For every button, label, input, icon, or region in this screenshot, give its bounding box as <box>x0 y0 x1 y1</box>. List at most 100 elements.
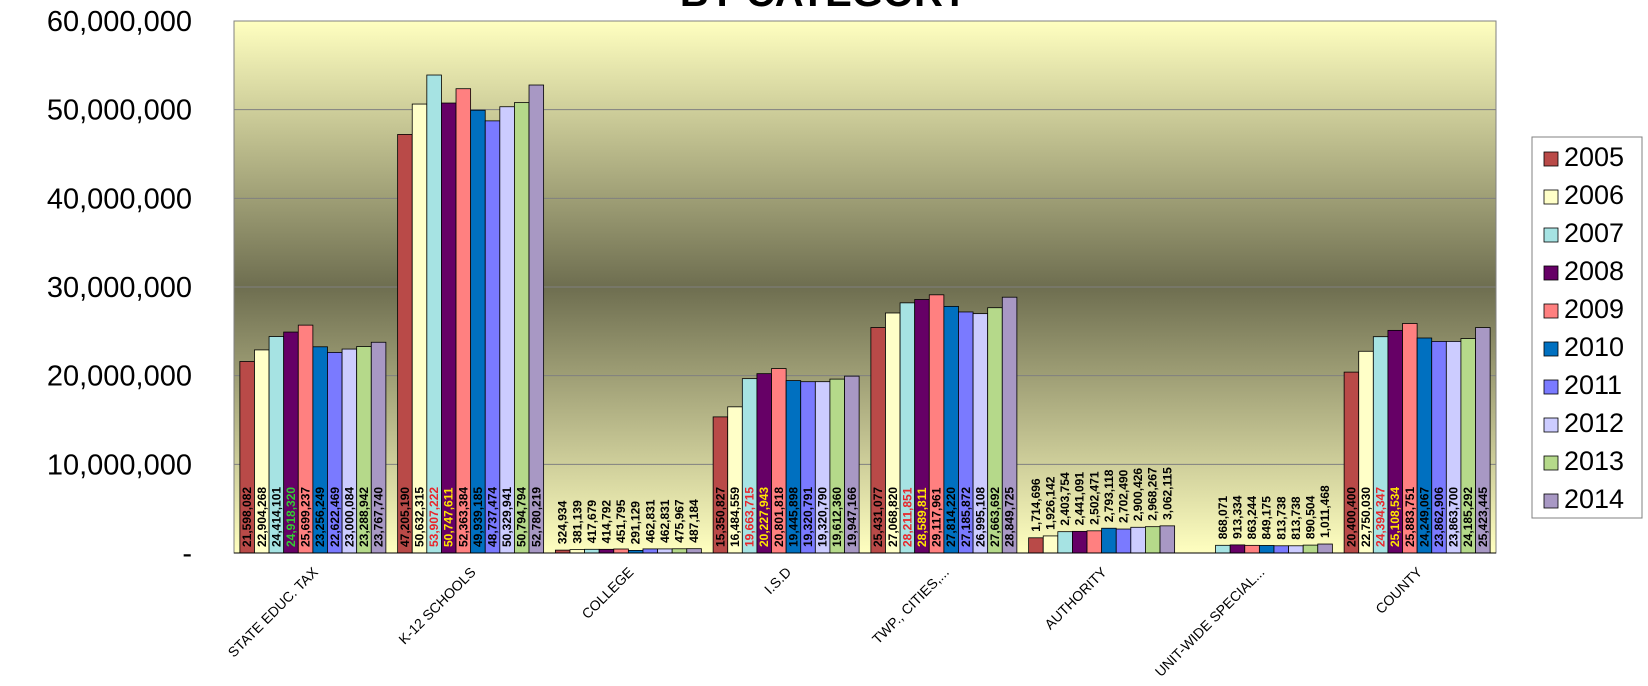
x-tick-label: AUTHORITY <box>1041 563 1110 632</box>
data-label: 50,632,315 <box>413 487 427 547</box>
bar-2006 <box>1042 535 1059 554</box>
legend-label-2009: 2009 <box>1564 294 1624 324</box>
data-label: 24,918,320 <box>284 487 298 547</box>
data-label: 27,663,692 <box>988 487 1002 547</box>
bar-2009 <box>613 548 629 554</box>
legend-swatch-2013 <box>1543 455 1559 471</box>
data-label: 24,394,347 <box>1374 487 1388 547</box>
data-label: 868,071 <box>1216 496 1230 540</box>
legend-swatch-2011 <box>1543 379 1559 395</box>
data-label: 417,679 <box>585 500 599 544</box>
legend-swatch-2007 <box>1543 227 1559 243</box>
data-label: 27,068,820 <box>886 487 900 547</box>
bar-2008 <box>441 102 457 554</box>
data-label: 25,431,077 <box>871 487 885 547</box>
legend-label-2005: 2005 <box>1564 142 1624 172</box>
bar-2014 <box>1317 543 1333 554</box>
data-label: 24,249,067 <box>1417 487 1431 547</box>
bar-2014 <box>1159 525 1176 554</box>
data-label: 381,139 <box>570 500 584 544</box>
chart-title: BY CATEGORY <box>680 0 969 15</box>
data-label: 23,863,700 <box>1447 487 1461 547</box>
bar-2012 <box>499 106 515 554</box>
data-label: 2,403,754 <box>1058 472 1072 526</box>
data-label: 291,129 <box>629 501 643 545</box>
data-label: 25,108,534 <box>1388 487 1402 547</box>
bar-2013 <box>514 102 530 554</box>
data-label: 50,747,611 <box>442 487 456 547</box>
data-label: 22,904,268 <box>255 487 269 547</box>
y-tick-label: - <box>182 538 192 570</box>
data-labels: 21,598,082 22,904,268 24,414,101 24,918,320… <box>240 467 1490 547</box>
data-label: 22,750,030 <box>1359 487 1373 547</box>
data-label: 462,831 <box>643 499 657 543</box>
data-label: 19,320,790 <box>816 487 830 547</box>
data-label: 1,714,696 <box>1029 478 1043 532</box>
data-label: 462,831 <box>658 499 672 543</box>
data-label: 19,947,166 <box>845 487 859 547</box>
y-tick-label: 40,000,000 <box>47 183 192 215</box>
legend: 2005 2006 2007 2008 2009 2010 2011 2012 2013 2014 <box>1531 136 1643 519</box>
bar-2013 <box>671 548 688 554</box>
data-label: 2,968,267 <box>1146 467 1160 521</box>
data-label: 24,185,292 <box>1461 487 1475 547</box>
data-label: 27,185,872 <box>959 487 973 547</box>
data-label: 21,598,082 <box>240 487 254 547</box>
bar-2007 <box>1215 544 1231 554</box>
bar-2013 <box>1302 544 1319 554</box>
data-label: 414,792 <box>599 500 613 544</box>
legend-label-2010: 2010 <box>1564 332 1624 362</box>
bar-2008 <box>598 548 615 554</box>
data-label: 475,967 <box>672 499 686 543</box>
bar-2014 <box>528 84 545 554</box>
bar-2008 <box>1072 530 1088 554</box>
bar-2009 <box>1086 530 1103 554</box>
data-label: 16,484,559 <box>728 487 742 547</box>
data-label: 813,738 <box>1274 496 1288 540</box>
bar-2006 <box>569 549 585 554</box>
data-label: 27,814,220 <box>944 487 958 547</box>
data-label: 25,699,237 <box>299 487 313 547</box>
data-label: 53,907,222 <box>427 487 441 547</box>
bar-2011 <box>642 548 658 554</box>
data-label: 48,737,474 <box>486 487 500 547</box>
y-tick-label: 60,000,000 <box>47 6 192 38</box>
data-label: 2,502,471 <box>1087 471 1101 525</box>
legend-label-2007: 2007 <box>1564 218 1624 248</box>
data-label: 913,334 <box>1230 495 1244 539</box>
data-label: 25,883,751 <box>1403 487 1417 547</box>
legend-swatch-2009 <box>1543 303 1559 319</box>
legend-swatch-2010 <box>1543 341 1559 357</box>
data-label: 28,849,725 <box>1003 487 1017 547</box>
data-label: 863,244 <box>1245 496 1259 540</box>
data-label: 23,862,906 <box>1432 487 1446 547</box>
data-label: 451,795 <box>614 499 628 543</box>
data-label: 23,256,249 <box>313 487 327 547</box>
y-tick-label: 30,000,000 <box>47 272 192 304</box>
data-label: 813,738 <box>1289 496 1303 540</box>
legend-label-2014: 2014 <box>1564 484 1624 514</box>
bar-2011 <box>1115 528 1132 554</box>
legend-swatch-2014 <box>1543 493 1559 509</box>
data-label: 28,211,851 <box>900 487 914 547</box>
legend-label-2011: 2011 <box>1564 370 1622 400</box>
data-label: 52,363,384 <box>456 487 470 547</box>
data-label: 20,801,818 <box>772 487 786 547</box>
x-tick-label: K-12 SCHOOLS <box>395 564 478 647</box>
data-label: 26,995,108 <box>973 487 987 547</box>
legend-label-2012: 2012 <box>1564 408 1624 438</box>
bar-2006 <box>411 103 428 554</box>
data-label: 2,793,118 <box>1102 469 1116 522</box>
bar-2009 <box>1244 544 1260 554</box>
data-label: 24,414,101 <box>269 487 283 547</box>
data-label: 324,934 <box>556 500 570 544</box>
bar-2012 <box>1288 545 1304 554</box>
bar-2014 <box>686 548 702 554</box>
data-label: 19,320,791 <box>801 487 815 547</box>
legend-swatch-2006 <box>1543 189 1559 205</box>
x-tick-label: UNIT-WIDE SPECIAL... <box>1152 564 1268 680</box>
y-axis: - 10,000,000 20,000,000 30,000,000 40,000,00… <box>47 6 192 570</box>
bar-2011 <box>1273 545 1289 554</box>
x-tick-label: COLLEGE <box>578 564 636 622</box>
y-tick-label: 10,000,000 <box>47 449 192 481</box>
